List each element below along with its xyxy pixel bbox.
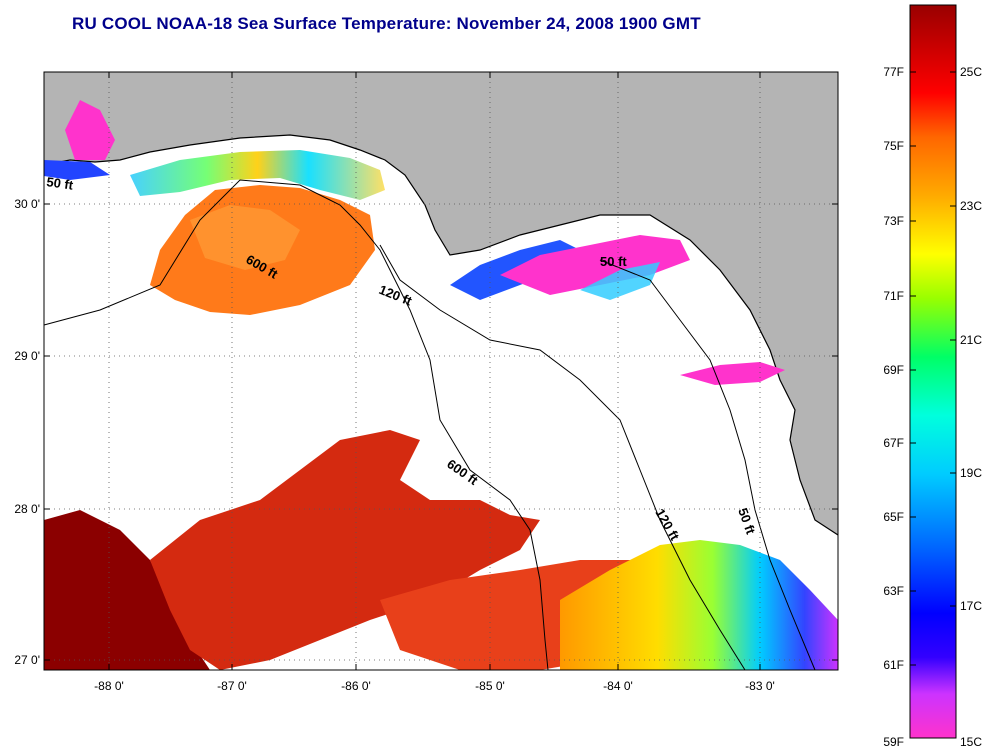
sst-blue-nw — [44, 160, 110, 180]
x-tick-label: -86 0' — [341, 679, 371, 693]
sst-nw-orange-detail — [190, 205, 300, 270]
x-tick-label: -83 0' — [745, 679, 775, 693]
colorbar-c-label: 19C — [960, 466, 982, 480]
map-title: RU COOL NOAA-18 Sea Surface Temperature:… — [72, 14, 701, 33]
sst-bigbend-pink — [500, 235, 690, 295]
coastline — [43, 134, 839, 536]
sst-pink-east — [680, 362, 785, 385]
colorbar-f-label: 69F — [883, 363, 904, 377]
contour-50ft — [599, 259, 816, 671]
sst-bigbend-cyan — [580, 262, 660, 300]
colorbar-f-label: 65F — [883, 510, 904, 524]
colorbar-c-label: 17C — [960, 599, 982, 613]
land-area — [44, 72, 838, 535]
contour-120ft — [379, 244, 746, 671]
x-tick-label: -88 0' — [94, 679, 124, 693]
sst-nw-coastal-band — [130, 150, 385, 200]
colorbar-f-label: 63F — [883, 584, 904, 598]
colorbar-c-label: 25C — [960, 65, 982, 79]
sst-south-red-main — [150, 430, 540, 670]
contour-label-50ft-bigbend: 50 ft — [600, 254, 627, 269]
x-tick-label: -84 0' — [603, 679, 633, 693]
x-tick-label: -87 0' — [217, 679, 247, 693]
colorbar-c-label: 23C — [960, 199, 982, 213]
colorbar-f-label: 61F — [883, 658, 904, 672]
sst-southeast-gradient — [560, 540, 838, 670]
y-tick-label: 29 0' — [14, 349, 40, 363]
y-tick-label: 28 0' — [14, 502, 40, 516]
colorbar-c-label: 21C — [960, 333, 982, 347]
colorbar-f-label: 73F — [883, 214, 904, 228]
y-tick-label: 27 0' — [14, 653, 40, 667]
colorbar-f-label: 77F — [883, 65, 904, 79]
sst-pink-nw — [65, 100, 115, 160]
map-frame — [43, 71, 839, 671]
colorbar-f-label: 75F — [883, 139, 904, 153]
colorbar-ticks — [910, 71, 956, 666]
colorbar-c-label: 15C — [960, 735, 982, 749]
colorbar — [909, 4, 957, 739]
contour-label-50ft-nw: 50 ft — [46, 174, 75, 193]
colorbar-f-label: 59F — [883, 735, 904, 749]
sst-southwest-darkred — [44, 510, 210, 670]
y-tick-label: 30 0' — [14, 197, 40, 211]
x-tick-label: -85 0' — [475, 679, 505, 693]
frame-ticks — [44, 72, 838, 670]
colorbar-f-label: 71F — [883, 289, 904, 303]
colorbar-f-label: 67F — [883, 436, 904, 450]
contour-600ft — [43, 179, 549, 671]
